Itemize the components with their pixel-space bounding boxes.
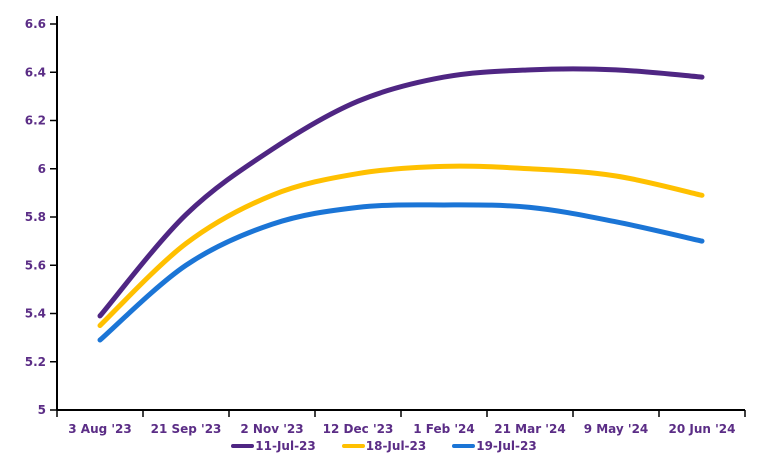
y-axis-tick-label: 5.2 (25, 355, 46, 369)
x-axis-tick-label: 9 May '24 (584, 422, 649, 436)
series-line-18-Jul-23 (97, 163, 705, 329)
x-axis-tick-label: 3 Aug '23 (68, 422, 132, 436)
y-axis-tick-label: 5.8 (25, 210, 46, 224)
x-axis-tick-label: 12 Dec '23 (323, 422, 394, 436)
x-axis-tick-label: 21 Sep '23 (151, 422, 222, 436)
legend-item-11-Jul-23: 11-Jul-23 (231, 439, 316, 453)
y-axis-tick-label: 6.2 (25, 114, 46, 128)
legend-swatch-icon (341, 444, 365, 448)
legend-item-19-Jul-23: 19-Jul-23 (452, 439, 537, 453)
x-axis-tick-label: 2 Nov '23 (240, 422, 303, 436)
series-line-19-Jul-23 (97, 202, 705, 343)
legend-label: 18-Jul-23 (365, 439, 427, 453)
y-axis-tick-label: 5.6 (25, 258, 46, 272)
x-axis-tick-label: 21 Mar '24 (494, 422, 565, 436)
x-axis-tick-label: 20 Jun '24 (669, 422, 736, 436)
legend-swatch-icon (452, 444, 476, 448)
y-axis-tick-label: 6.6 (25, 17, 46, 31)
y-axis-tick-label: 6.4 (25, 65, 46, 79)
legend-label: 19-Jul-23 (476, 439, 537, 453)
y-axis-tick-label: 5.4 (25, 307, 46, 321)
chart-plot-area: 5 5.2 5.4 5.6 5.8 6 6.2 6.4 6.6 3 Aug '23 21 Sep '… (25, 16, 746, 436)
legend-swatch-icon (231, 444, 255, 448)
chart-legend: 11-Jul-23 18-Jul-23 19-Jul-23 (0, 439, 768, 453)
y-axis-tick-label: 5 (38, 403, 46, 417)
x-axis-tick-label: 1 Feb '24 (413, 422, 475, 436)
y-axis-tick-label: 6 (38, 162, 46, 176)
legend-item-18-Jul-23: 18-Jul-23 (341, 439, 427, 453)
legend-label: 11-Jul-23 (255, 439, 316, 453)
series-line-11-Jul-23 (97, 66, 705, 319)
